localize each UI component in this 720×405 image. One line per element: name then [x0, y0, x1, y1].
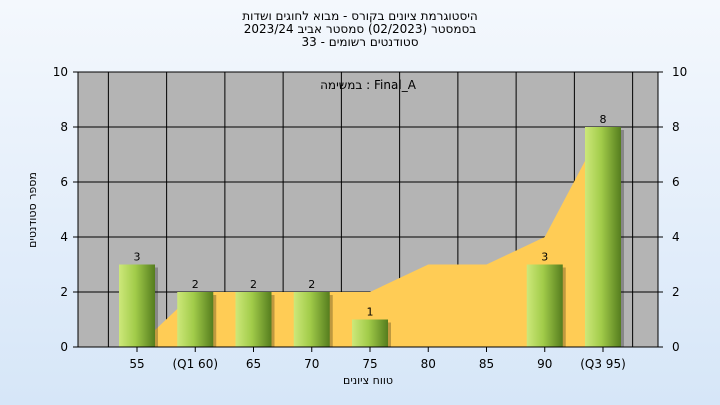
y-tick-label-left: 4	[60, 230, 68, 244]
bar	[526, 264, 563, 347]
y-tick-label-right: 4	[672, 230, 680, 244]
x-tick-label: 65	[246, 357, 261, 371]
bar	[352, 319, 388, 347]
y-tick-label-right: 6	[672, 175, 680, 189]
y-tick-label-right: 0	[672, 340, 680, 354]
y-tick-label-right: 10	[672, 65, 687, 79]
x-tick-label: (Q1 60)	[172, 357, 218, 371]
y-tick-label-left: 6	[60, 175, 68, 189]
bar-series	[119, 127, 624, 347]
data-labels: 3 2 2 2 1 3 8	[134, 113, 607, 319]
x-tick-label: 90	[537, 357, 552, 371]
chart-title-line-1: היסטוגרמת ציונים בקורס - מבוא לחוגים ושד…	[242, 9, 478, 23]
bar	[177, 292, 214, 347]
bar-value-label: 3	[134, 251, 141, 264]
bar-value-label: 8	[600, 113, 607, 126]
bar	[293, 292, 330, 347]
y-tick-label-right: 2	[672, 285, 680, 299]
bar-value-label: 2	[308, 278, 315, 291]
x-tick-label: 85	[479, 357, 494, 371]
x-tick-label: (Q3 95)	[580, 357, 626, 371]
bar-value-label: 1	[367, 306, 374, 319]
y-tick-label-left: 8	[60, 120, 68, 134]
bar	[119, 264, 155, 347]
y-tick-label-left: 2	[60, 285, 68, 299]
axes: 0 0 2 2 4 4 6 6 8 8 10 10 55 (Q1 60) 65 70 75 80 85 90 (Q3 9…	[53, 65, 688, 371]
plot-annotation: במשימה : Final_A	[320, 78, 417, 92]
chart-title-line-3: סטודנטים רשומים - 33	[301, 35, 418, 49]
bar-value-label: 2	[250, 278, 257, 291]
x-axis-title: טווח ציונים	[343, 374, 393, 387]
y-tick-label-left: 10	[53, 65, 68, 79]
chart-title-line-2: בסמסטר (02/2023) סמסטר אביב 2023/24	[244, 22, 476, 36]
bar-value-label: 3	[541, 251, 548, 264]
y-tick-label-right: 8	[672, 120, 680, 134]
bar	[235, 292, 272, 347]
x-tick-label: 70	[304, 357, 319, 371]
x-tick-label: 55	[129, 357, 144, 371]
x-tick-label: 80	[421, 357, 436, 371]
x-tick-label: 75	[362, 357, 377, 371]
bar	[585, 127, 621, 347]
bar-value-label: 2	[192, 278, 199, 291]
y-tick-label-left: 0	[60, 340, 68, 354]
y-axis-title: מספר סטודנטים	[26, 172, 39, 248]
